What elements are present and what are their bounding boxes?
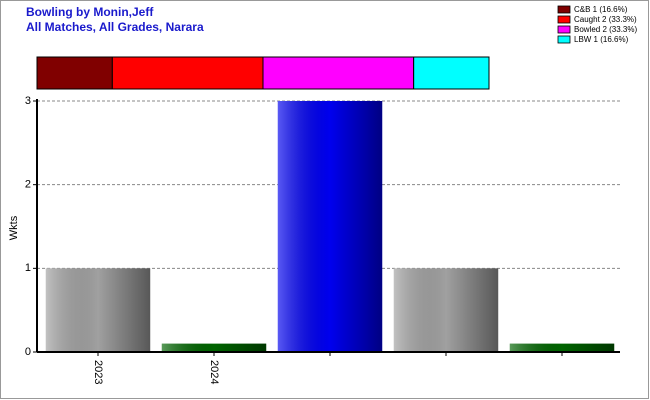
x-tick-label: 2023 (92, 360, 104, 384)
breakdown-segment (413, 56, 490, 90)
y-tick-label: 2 (25, 179, 31, 191)
y-tick-label: 1 (25, 262, 31, 274)
breakdown-segment (111, 56, 264, 90)
chart-subtitle: All Matches, All Grades, Narara (26, 20, 204, 34)
legend-swatch (557, 25, 571, 34)
bar-shade (277, 101, 383, 352)
legend-label: LBW 1 (16.6%) (574, 35, 629, 44)
legend-swatch (557, 35, 571, 44)
bar-shade (393, 268, 499, 352)
legend-label: C&B 1 (16.6%) (574, 5, 628, 14)
y-axis-label: Wkts (8, 215, 20, 240)
y-tick-label: 3 (25, 95, 31, 107)
legend-label: Bowled 2 (33.3%) (574, 25, 637, 34)
breakdown-segment (262, 56, 415, 90)
bar-shade (161, 343, 267, 352)
legend-label: Caught 2 (33.3%) (574, 15, 637, 24)
bar-shade (45, 268, 151, 352)
chart-title: Bowling by Monin,Jeff (26, 5, 154, 19)
bar-shade (509, 343, 615, 352)
breakdown-segment (36, 56, 113, 90)
legend-swatch (557, 5, 571, 14)
x-tick-label: 2024 (208, 360, 220, 384)
legend-swatch (557, 15, 571, 24)
y-tick-label: 0 (25, 346, 31, 358)
